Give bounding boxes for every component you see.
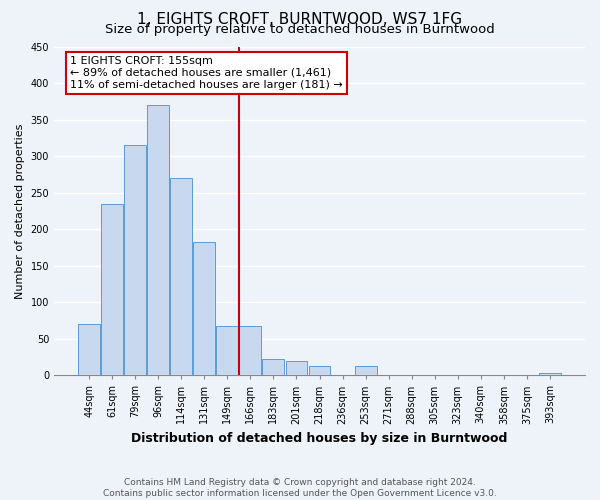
Bar	[355, 366, 377, 376]
Bar	[147, 105, 169, 376]
Bar	[262, 359, 284, 376]
Bar	[308, 366, 331, 376]
X-axis label: Distribution of detached houses by size in Burntwood: Distribution of detached houses by size …	[131, 432, 508, 445]
Bar	[170, 178, 192, 376]
Bar	[124, 145, 146, 376]
Bar	[78, 324, 100, 376]
Bar	[239, 326, 262, 376]
Bar	[217, 326, 238, 376]
Bar	[193, 242, 215, 376]
Text: 1, EIGHTS CROFT, BURNTWOOD, WS7 1FG: 1, EIGHTS CROFT, BURNTWOOD, WS7 1FG	[137, 12, 463, 28]
Text: Contains HM Land Registry data © Crown copyright and database right 2024.
Contai: Contains HM Land Registry data © Crown c…	[103, 478, 497, 498]
Y-axis label: Number of detached properties: Number of detached properties	[15, 123, 25, 298]
Text: Size of property relative to detached houses in Burntwood: Size of property relative to detached ho…	[105, 22, 495, 36]
Bar	[539, 373, 561, 376]
Text: 1 EIGHTS CROFT: 155sqm
← 89% of detached houses are smaller (1,461)
11% of semi-: 1 EIGHTS CROFT: 155sqm ← 89% of detached…	[70, 56, 343, 90]
Bar	[286, 360, 307, 376]
Bar	[101, 204, 123, 376]
